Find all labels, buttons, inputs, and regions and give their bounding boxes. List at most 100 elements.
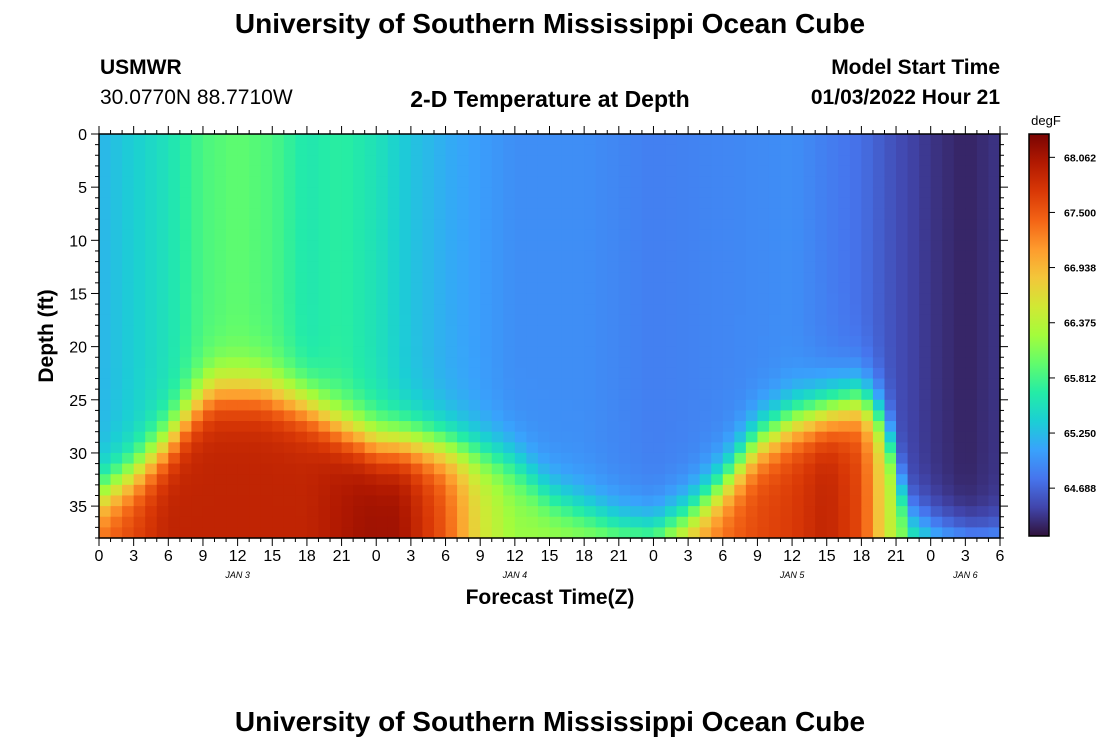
- heatmap-cell: [815, 421, 828, 433]
- heatmap-cell: [711, 506, 724, 518]
- heatmap-cell: [410, 346, 424, 358]
- heatmap-cell: [122, 399, 135, 412]
- heatmap-cell: [838, 197, 851, 210]
- heatmap-cell: [526, 336, 539, 348]
- heatmap-cell: [399, 197, 412, 210]
- x-tick-label: 3: [406, 548, 415, 565]
- heatmap-cell: [537, 527, 551, 539]
- heatmap-cell: [226, 187, 239, 199]
- heatmap-cell: [260, 155, 273, 167]
- heatmap-cell: [584, 421, 597, 433]
- heatmap-cell: [976, 304, 990, 316]
- heatmap-cell: [145, 474, 158, 486]
- heatmap-cell: [457, 176, 470, 188]
- heatmap-cell: [399, 165, 412, 178]
- x-tick-label: 12: [229, 548, 247, 565]
- heatmap-cell: [965, 336, 978, 348]
- heatmap-cell: [641, 516, 655, 528]
- heatmap-cell: [330, 516, 343, 528]
- heatmap-cell: [214, 389, 227, 401]
- heatmap-cell: [607, 187, 620, 199]
- heatmap-cell: [976, 463, 990, 475]
- heatmap-cell: [202, 325, 216, 337]
- heatmap-cell: [283, 442, 296, 454]
- heatmap-cell: [422, 463, 435, 475]
- heatmap-cell: [896, 484, 909, 497]
- heatmap-cell: [226, 314, 239, 326]
- heatmap-cell: [422, 431, 435, 443]
- heatmap-cell: [179, 229, 193, 241]
- heatmap-cell: [861, 431, 874, 443]
- heatmap-cell: [526, 484, 539, 497]
- heatmap-cell: [896, 208, 909, 220]
- heatmap-cell: [191, 304, 204, 316]
- heatmap-cell: [272, 346, 285, 358]
- heatmap-cell: [526, 527, 539, 539]
- heatmap-cell: [734, 272, 747, 284]
- heatmap-cell: [145, 261, 158, 273]
- heatmap-cell: [722, 516, 735, 528]
- heatmap-cell: [318, 176, 331, 188]
- heatmap-cell: [237, 293, 250, 305]
- heatmap-cell: [295, 516, 308, 528]
- heatmap-cell: [283, 208, 296, 220]
- heatmap-cell: [561, 452, 574, 465]
- heatmap-cell: [872, 367, 886, 380]
- heatmap-cell: [607, 144, 620, 156]
- heatmap-cell: [838, 187, 851, 199]
- heatmap-cell: [688, 240, 701, 252]
- heatmap-cell: [641, 421, 655, 433]
- heatmap-cell: [988, 250, 1001, 263]
- heatmap-cell: [306, 421, 320, 433]
- heatmap-cell: [780, 261, 793, 273]
- heatmap-cell: [353, 516, 366, 528]
- heatmap-cell: [907, 197, 920, 210]
- heatmap-cell: [422, 474, 435, 486]
- heatmap-cell: [618, 272, 631, 284]
- heatmap-cell: [537, 357, 551, 369]
- heatmap-cell: [283, 357, 296, 369]
- heatmap-cell: [133, 293, 146, 305]
- heatmap-cell: [399, 346, 412, 358]
- heatmap-cell: [272, 282, 285, 295]
- heatmap-cell: [930, 176, 943, 188]
- heatmap-cell: [237, 410, 250, 422]
- heatmap-cell: [907, 314, 920, 326]
- heatmap-cell: [549, 293, 562, 305]
- heatmap-cell: [688, 357, 701, 369]
- heatmap-cell: [341, 474, 354, 486]
- heatmap-cell: [179, 261, 193, 273]
- heatmap-cell: [653, 304, 666, 316]
- heatmap-cell: [815, 304, 828, 316]
- heatmap-cell: [468, 165, 481, 178]
- heatmap-cell: [641, 208, 655, 220]
- heatmap-cell: [306, 208, 320, 220]
- heatmap-cell: [584, 208, 597, 220]
- heatmap-cell: [526, 176, 539, 188]
- heatmap-cell: [584, 399, 597, 412]
- heatmap-cell: [826, 187, 839, 199]
- heatmap-cell: [99, 421, 112, 433]
- heatmap-cell: [214, 357, 227, 369]
- heatmap-cell: [861, 272, 874, 284]
- heatmap-cell: [872, 176, 886, 188]
- heatmap-cell: [295, 144, 308, 156]
- heatmap-cell: [480, 527, 493, 539]
- heatmap-cell: [237, 452, 250, 465]
- heatmap-cell: [722, 421, 735, 433]
- heatmap-cell: [826, 293, 839, 305]
- heatmap-cell: [745, 187, 759, 199]
- heatmap-cell: [930, 155, 943, 167]
- heatmap-cell: [953, 272, 966, 284]
- heatmap-cell: [815, 293, 828, 305]
- heatmap-cell: [849, 176, 862, 188]
- heatmap-cell: [884, 442, 897, 454]
- heatmap-cell: [306, 442, 320, 454]
- heatmap-cell: [792, 165, 805, 178]
- heatmap-cell: [122, 155, 135, 167]
- heatmap-cell: [942, 389, 955, 401]
- heatmap-cell: [376, 410, 389, 422]
- heatmap-cell: [872, 314, 886, 326]
- heatmap-cell: [226, 367, 239, 380]
- heatmap-cell: [283, 527, 296, 539]
